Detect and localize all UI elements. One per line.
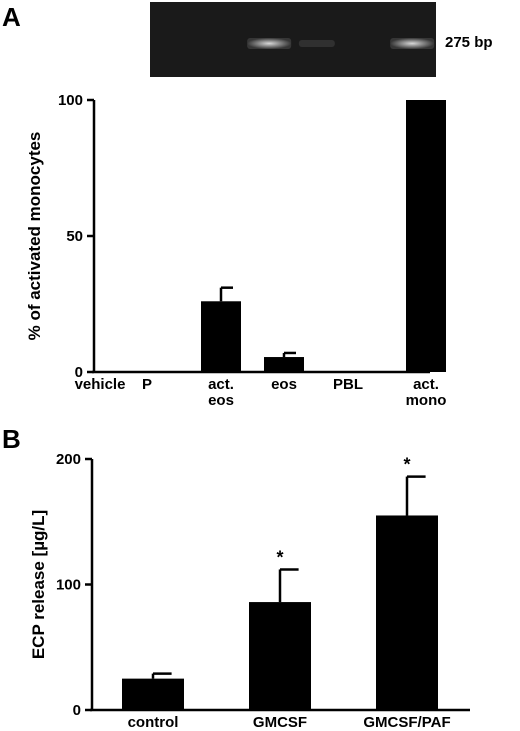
chart-b-bar [376,515,438,710]
band-size-label: 275 bp [445,34,493,51]
chart-a-category-label: mono [406,392,447,409]
chart-b-category-label: control [128,714,179,731]
chart-b-y-tick-label: 0 [73,702,81,719]
chart-b-y-tick-label: 100 [56,577,81,594]
chart-a-category-label: P [142,376,152,393]
gel-band [247,38,292,49]
chart-b-significance-marker: * [403,455,410,475]
chart-b-category-label: GMCSF/PAF [363,714,450,731]
gel-background [150,2,436,77]
chart-a-category-label: act. [208,376,234,393]
gel-bands [247,38,435,49]
chart-b-bar [122,678,184,710]
chart-a-category-label: eos [271,376,297,393]
chart-b: 0 100 200 ECP release [µg/L] control * GMCSF * G… [29,451,470,731]
gel-band-faint [298,40,335,47]
chart-a-bar [201,301,241,372]
panel-b-letter: B [2,424,21,454]
chart-a-category-label: eos [208,392,234,409]
chart-a-y-axis-label: % of activated monocytes [25,132,44,341]
chart-b-bar [249,602,311,710]
chart-a-bar [264,357,304,372]
chart-b-significance-marker: * [276,547,283,567]
chart-b-y-axis-label: ECP release [µg/L] [29,510,48,659]
chart-a-bar [406,100,446,372]
chart-a-y-tick-label: 0 [75,364,83,381]
chart-a-y-tick-label: 50 [66,228,83,245]
chart-b-y-tick-label: 200 [56,451,81,468]
chart-a-y-tick-label: 100 [58,92,83,109]
gel-band [390,38,435,49]
chart-a-category-label: act. [413,376,439,393]
chart-a-category-label: vehicle [75,376,126,393]
panel-a-letter: A [2,2,21,32]
chart-a-category-label: PBL [333,376,363,393]
gel-image [150,2,436,77]
chart-b-category-label: GMCSF [253,714,307,731]
